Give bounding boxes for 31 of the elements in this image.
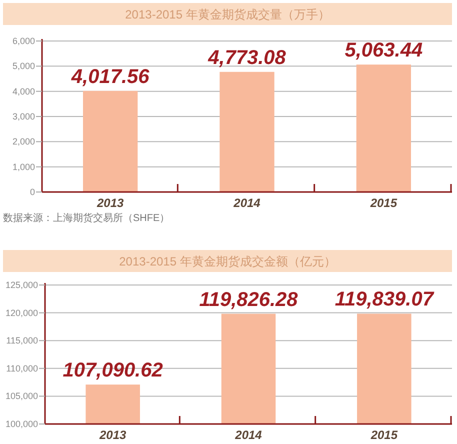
x-tick-label: 2013 bbox=[98, 428, 127, 442]
y-tick-label: 6,000 bbox=[12, 36, 35, 46]
y-tick-label: 110,000 bbox=[6, 363, 38, 374]
bar bbox=[83, 90, 138, 192]
y-tick-label: 100,000 bbox=[5, 419, 38, 429]
y-tick-label: 4,000 bbox=[12, 86, 35, 96]
data-label: 4,773.08 bbox=[207, 46, 287, 69]
y-tick-label: 105,000 bbox=[5, 391, 38, 402]
chart-title: 2013-2015 年黄金期货成交量（万手） bbox=[125, 8, 330, 22]
y-tick-label: 1,000 bbox=[12, 162, 35, 172]
y-tick-label: 120,000 bbox=[5, 308, 38, 318]
x-tick-label: 2015 bbox=[370, 428, 398, 442]
bar bbox=[220, 72, 274, 192]
x-tick-label: 2014 bbox=[234, 428, 262, 442]
data-label: 119,826.28 bbox=[199, 288, 299, 311]
x-tick-label: 2014 bbox=[232, 196, 261, 210]
y-tick-label: 0 bbox=[30, 187, 35, 197]
y-tick-label: 2,000 bbox=[12, 136, 35, 147]
y-tick-label: 3,000 bbox=[12, 112, 35, 122]
bar bbox=[356, 64, 411, 192]
data-label: 4,017.56 bbox=[70, 66, 150, 88]
chart-title: 2013-2015 年黄金期货成交金额（亿元） bbox=[119, 254, 336, 268]
source-note: 数据来源：上海期货交易所（SHFE） bbox=[3, 212, 170, 224]
x-tick-label: 2013 bbox=[96, 196, 124, 210]
y-tick-label: 125,000 bbox=[5, 280, 38, 290]
y-tick-label: 5,000 bbox=[12, 61, 35, 72]
data-label: 107,090.62 bbox=[62, 360, 163, 382]
data-label: 5,063.44 bbox=[344, 40, 423, 62]
y-tick-label: 115,000 bbox=[6, 336, 38, 346]
x-tick-label: 2015 bbox=[369, 196, 398, 210]
data-label: 119,839.07 bbox=[334, 288, 434, 311]
